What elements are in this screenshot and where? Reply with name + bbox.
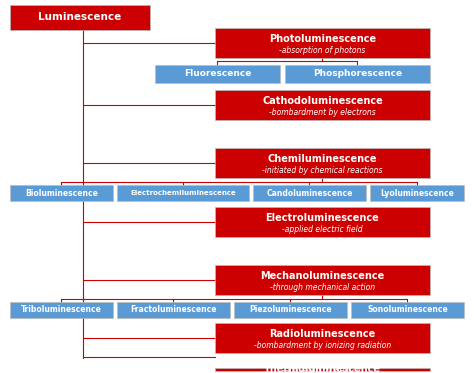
Text: -applied electric field: -applied electric field: [282, 225, 363, 234]
Bar: [215, 368, 430, 371]
Bar: [253, 185, 366, 201]
Text: -bombardment by electrons: -bombardment by electrons: [269, 108, 376, 117]
Text: Chemiluminescence: Chemiluminescence: [268, 154, 377, 164]
Bar: [10, 302, 113, 318]
Text: Luminescence: Luminescence: [38, 13, 122, 22]
Text: Lyoluminescence: Lyoluminescence: [380, 188, 454, 197]
Text: Bioluminescence: Bioluminescence: [25, 188, 98, 197]
Text: Thermoluminescence: Thermoluminescence: [264, 364, 381, 373]
Bar: [370, 185, 464, 201]
Bar: [117, 185, 249, 201]
Bar: [215, 207, 430, 237]
Text: Electrochemiluminescence: Electrochemiluminescence: [130, 190, 236, 196]
Bar: [215, 148, 430, 178]
Text: Sonoluminescence: Sonoluminescence: [367, 305, 448, 314]
Text: Mechanoluminescence: Mechanoluminescence: [260, 272, 384, 281]
Bar: [215, 323, 430, 353]
Text: Radioluminescence: Radioluminescence: [269, 329, 375, 339]
Bar: [285, 65, 430, 83]
Text: Phosphorescence: Phosphorescence: [313, 69, 402, 78]
Text: Piezoluminescence: Piezoluminescence: [249, 305, 332, 314]
Text: -initiated by chemical reactions: -initiated by chemical reactions: [262, 166, 383, 175]
Text: Cathodoluminescence: Cathodoluminescence: [262, 96, 383, 106]
Bar: [10, 5, 150, 30]
Bar: [234, 302, 347, 318]
Text: Candoluminescence: Candoluminescence: [266, 188, 353, 197]
Bar: [155, 65, 280, 83]
Text: -activated by heating: -activated by heating: [282, 366, 364, 373]
Text: -through mechanical action: -through mechanical action: [270, 283, 375, 292]
Text: -absorption of photons: -absorption of photons: [279, 46, 365, 55]
Bar: [215, 265, 430, 295]
Text: -bombardment by ionizing radiation: -bombardment by ionizing radiation: [254, 341, 391, 350]
Bar: [10, 185, 113, 201]
Bar: [215, 90, 430, 120]
Text: Electroluminescence: Electroluminescence: [265, 213, 379, 223]
Bar: [351, 302, 464, 318]
Bar: [117, 302, 230, 318]
Text: Triboluminescence: Triboluminescence: [21, 305, 102, 314]
Bar: [215, 28, 430, 58]
Text: Photoluminescence: Photoluminescence: [269, 34, 376, 44]
Text: Fractoluminescence: Fractoluminescence: [130, 305, 217, 314]
Text: Fluorescence: Fluorescence: [184, 69, 251, 78]
